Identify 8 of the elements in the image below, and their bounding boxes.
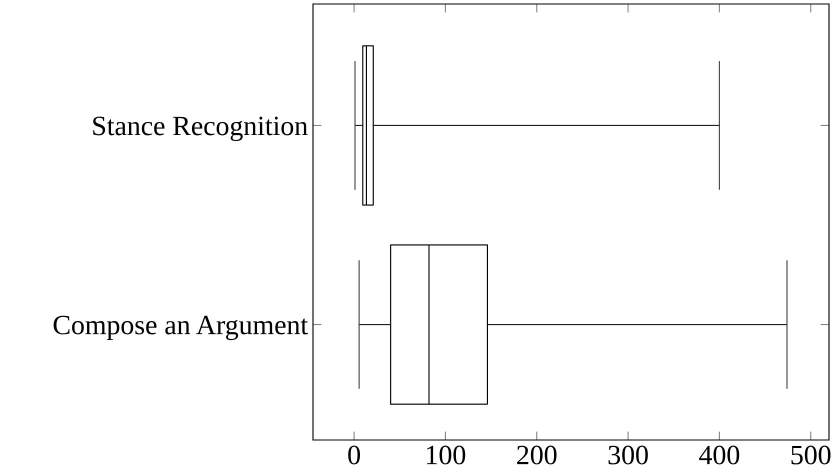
x-tick-label: 400 xyxy=(699,446,740,464)
x-tick-label: 100 xyxy=(427,446,466,464)
x-tick-label: 200 xyxy=(517,446,557,464)
y-tick-label: Stance Recognition xyxy=(93,116,308,142)
x-tick-label: 300 xyxy=(608,446,648,464)
y-tick-label: Compose an Argument xyxy=(54,316,308,340)
x-tick-label: 0 xyxy=(348,446,360,464)
x-tick-label: 500 xyxy=(792,446,831,464)
